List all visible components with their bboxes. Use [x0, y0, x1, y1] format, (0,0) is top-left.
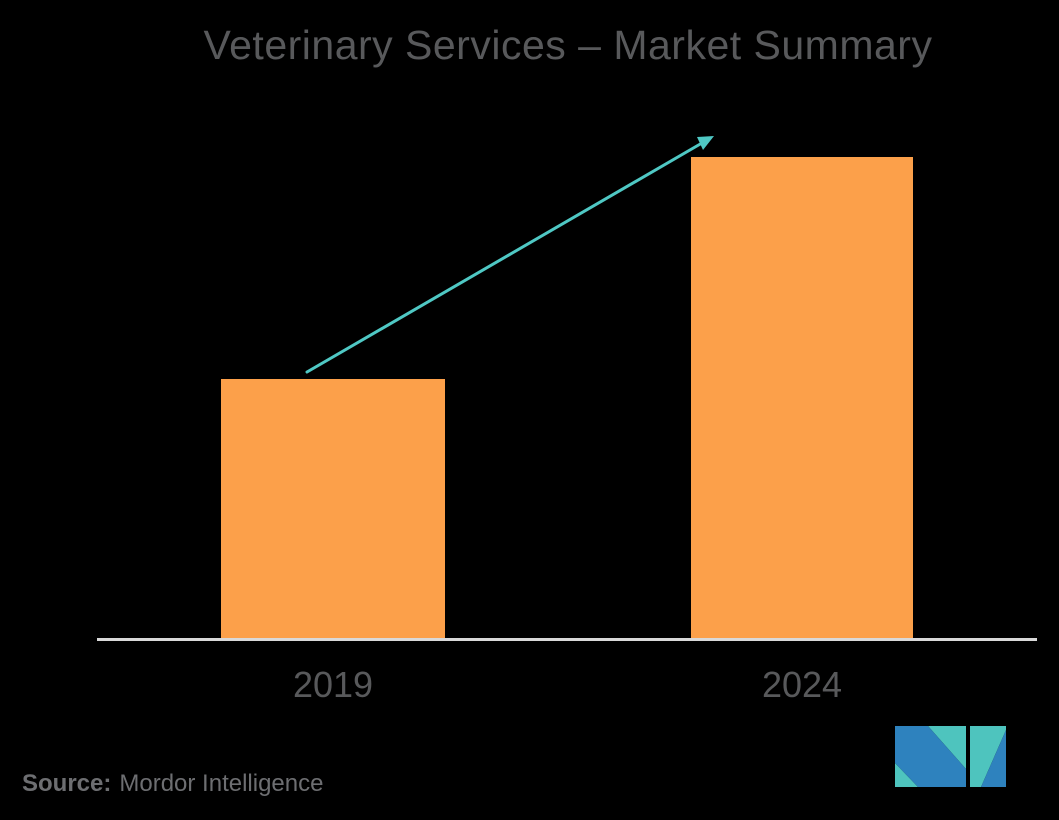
- source-label: Source:: [22, 770, 112, 797]
- mordor-intelligence-logo-icon: [895, 726, 1006, 787]
- source-attribution: Source: Mordor Intelligence: [22, 770, 323, 798]
- trend-arrow-head-icon: [697, 136, 714, 150]
- logo-i-teal: [970, 726, 1006, 787]
- x-tick-2019: 2019: [292, 664, 374, 705]
- logo-m-blue-band: [895, 726, 966, 787]
- x-tick-2024: 2024: [761, 664, 843, 705]
- logo-i-blue: [981, 730, 1006, 787]
- bar-2024: [691, 157, 913, 640]
- source-name: Mordor Intelligence: [119, 770, 324, 797]
- trend-arrow-line: [305, 141, 704, 374]
- chart-title: Veterinary Services – Market Summary: [203, 22, 933, 68]
- bar-2019: [221, 379, 445, 640]
- x-axis-line: [97, 638, 1037, 641]
